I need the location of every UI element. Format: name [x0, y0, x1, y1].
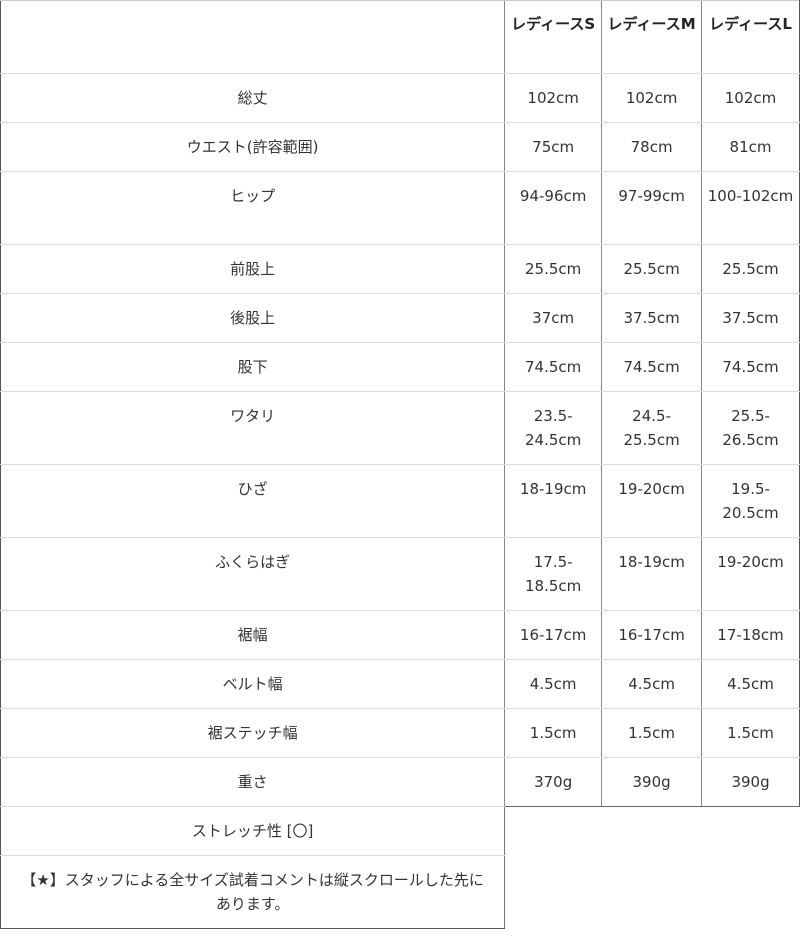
size-value-m: 19-20cm [601, 464, 702, 538]
size-header-s: レディースS [504, 0, 602, 74]
size-value-l: 81cm [701, 122, 800, 172]
table-row: ふくらはぎ 17.5-18.5cm 18-19cm 19-20cm [0, 537, 800, 611]
size-value-m: 1.5cm [601, 708, 702, 758]
table-row: ベルト幅 4.5cm 4.5cm 4.5cm [0, 659, 800, 709]
row-label: 前股上 [0, 244, 505, 294]
size-value-m: 37.5cm [601, 293, 702, 343]
row-label: 裾幅 [0, 610, 505, 660]
size-value-s: 4.5cm [504, 659, 602, 709]
row-label: ウエスト(許容範囲) [0, 122, 505, 172]
table-row: 裾ステッチ幅 1.5cm 1.5cm 1.5cm [0, 708, 800, 758]
size-value-s: 102cm [504, 73, 602, 123]
size-value-l: 37.5cm [701, 293, 800, 343]
size-value-s: 74.5cm [504, 342, 602, 392]
header-row: レディースS レディースM レディースL [0, 0, 800, 74]
table-row: 重さ 370g 390g 390g [0, 757, 800, 807]
table-row: 前股上 25.5cm 25.5cm 25.5cm [0, 244, 800, 294]
table-row: 裾幅 16-17cm 16-17cm 17-18cm [0, 610, 800, 660]
size-value-s: 17.5-18.5cm [504, 537, 602, 611]
size-value-m: 24.5-25.5cm [601, 391, 702, 465]
size-header-m: レディースM [601, 0, 702, 74]
size-value-s: 37cm [504, 293, 602, 343]
size-value-l: 102cm [701, 73, 800, 123]
row-label: ひざ [0, 464, 505, 538]
row-label: ヒップ [0, 171, 505, 245]
size-value-m: 18-19cm [601, 537, 702, 611]
size-value-s: 25.5cm [504, 244, 602, 294]
size-value-m: 4.5cm [601, 659, 702, 709]
row-label: 後股上 [0, 293, 505, 343]
size-value-l: 1.5cm [701, 708, 800, 758]
size-value-m: 97-99cm [601, 171, 702, 245]
size-value-m: 16-17cm [601, 610, 702, 660]
size-value-s: 75cm [504, 122, 602, 172]
size-value-s: 370g [504, 757, 602, 807]
size-value-l: 19.5-20.5cm [701, 464, 800, 538]
row-label: 重さ [0, 757, 505, 807]
size-value-l: 17-18cm [701, 610, 800, 660]
row-label: 総丈 [0, 73, 505, 123]
size-value-m: 74.5cm [601, 342, 702, 392]
size-value-l: 25.5cm [701, 244, 800, 294]
size-value-m: 25.5cm [601, 244, 702, 294]
size-value-l: 100-102cm [701, 171, 800, 245]
table-row: 後股上 37cm 37.5cm 37.5cm [0, 293, 800, 343]
empty-cell [505, 856, 800, 929]
table-row: ワタリ 23.5-24.5cm 24.5-25.5cm 25.5-26.5cm [0, 391, 800, 465]
size-value-s: 23.5-24.5cm [504, 391, 602, 465]
table-row: 股下 74.5cm 74.5cm 74.5cm [0, 342, 800, 392]
row-label: ワタリ [0, 391, 505, 465]
size-value-l: 25.5-26.5cm [701, 391, 800, 465]
note-staff-comment: 【★】スタッフによる全サイズ試着コメントは縦スクロールした先にあります。 [0, 855, 506, 929]
size-value-m: 78cm [601, 122, 702, 172]
size-value-l: 390g [701, 757, 800, 807]
size-value-s: 94-96cm [504, 171, 602, 245]
size-value-m: 390g [601, 757, 702, 807]
size-value-s: 18-19cm [504, 464, 602, 538]
table-row: ヒップ 94-96cm 97-99cm 100-102cm [0, 171, 800, 245]
size-value-s: 1.5cm [504, 708, 602, 758]
row-label: 裾ステッチ幅 [0, 708, 505, 758]
table-row: 総丈 102cm 102cm 102cm [0, 73, 800, 123]
header-corner-cell [0, 0, 505, 74]
size-header-l: レディースL [701, 0, 800, 74]
table-row: ウエスト(許容範囲) 75cm 78cm 81cm [0, 122, 800, 172]
note-row: ストレッチ性 [〇] [0, 806, 800, 856]
size-value-s: 16-17cm [504, 610, 602, 660]
empty-cell [505, 807, 800, 856]
size-value-l: 74.5cm [701, 342, 800, 392]
row-label: ふくらはぎ [0, 537, 505, 611]
note-stretch: ストレッチ性 [〇] [0, 806, 506, 856]
row-label: 股下 [0, 342, 505, 392]
size-value-l: 19-20cm [701, 537, 800, 611]
note-row: 【★】スタッフによる全サイズ試着コメントは縦スクロールした先にあります。 [0, 855, 800, 929]
size-value-m: 102cm [601, 73, 702, 123]
table-row: ひざ 18-19cm 19-20cm 19.5-20.5cm [0, 464, 800, 538]
size-value-l: 4.5cm [701, 659, 800, 709]
row-label: ベルト幅 [0, 659, 505, 709]
